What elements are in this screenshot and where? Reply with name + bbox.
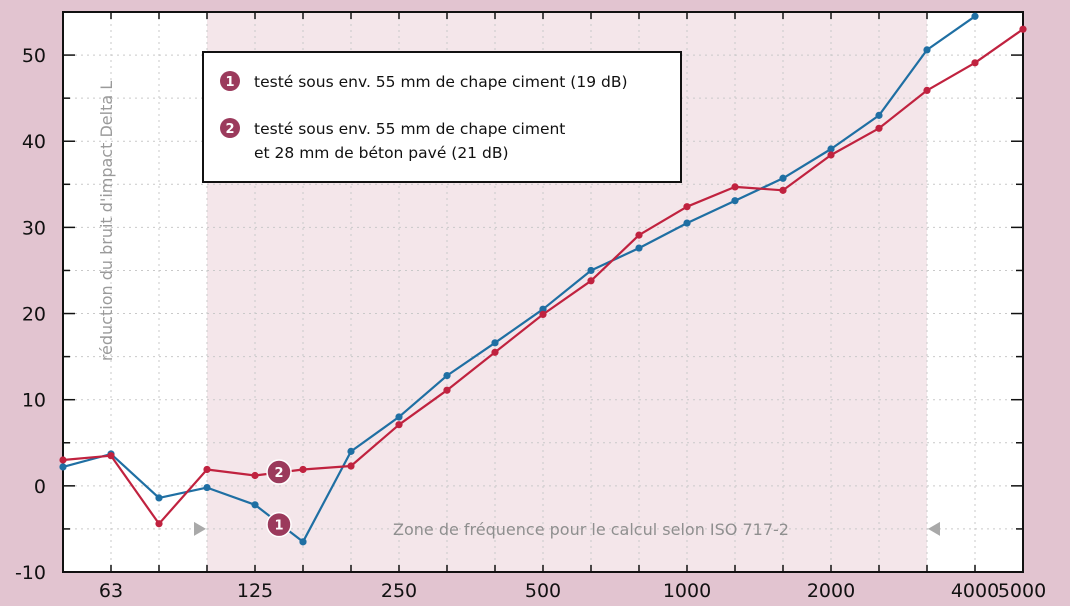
- series-2-point: [827, 151, 835, 159]
- series-2-point: [539, 310, 547, 318]
- y-tick-label: 30: [22, 217, 46, 239]
- legend-badge-2: [220, 118, 240, 138]
- series-2-point: [491, 348, 499, 356]
- axis-ticks: [63, 11, 1023, 573]
- legend-badge-2-text: 2: [225, 122, 234, 137]
- x-tick-label: 500: [525, 580, 561, 602]
- x-tick-label: 2000: [807, 580, 855, 602]
- x-tick-label: 63: [99, 580, 123, 602]
- series-1-point: [539, 305, 547, 313]
- plot-badge-2-text: 2: [274, 466, 283, 481]
- series-1-point: [251, 501, 259, 509]
- series-1-point: [971, 12, 979, 20]
- series-2-point: [731, 183, 739, 191]
- legend-box: [202, 51, 682, 183]
- x-tick-label: 4000: [951, 580, 999, 602]
- series-1-point: [395, 413, 403, 421]
- y-tick-labels: -10 0 10 20 30 40 50: [15, 45, 46, 584]
- series-2-point: [635, 231, 643, 239]
- series-2-point: [155, 520, 163, 528]
- y-tick-label: 50: [22, 45, 46, 67]
- series-1-point: [299, 538, 307, 546]
- legend-entry-1: testé sous env. 55 mm de chape ciment (1…: [254, 73, 628, 91]
- series-2-point: [443, 386, 451, 394]
- series-1-point: [635, 244, 643, 252]
- series-2-point: [347, 462, 355, 470]
- series-2-point: [203, 465, 211, 474]
- series-1-point: [827, 145, 835, 153]
- series: [59, 12, 1027, 546]
- zone-end-marker: [928, 521, 940, 536]
- legend-entry-2-line2: et 28 mm de béton pavé (21 dB): [254, 144, 509, 162]
- series-2-point: [971, 59, 979, 67]
- series-2-point: [587, 277, 595, 285]
- series-1-point: [59, 463, 67, 471]
- y-tick-label: 0: [34, 476, 46, 498]
- series-2-point: [107, 452, 115, 460]
- series-1-point: [683, 219, 691, 227]
- zone-label: Zone de fréquence pour le calcul selon I…: [393, 520, 789, 539]
- series-1-point: [779, 174, 787, 182]
- series-2-point: [923, 86, 931, 94]
- legend-badge-1: [220, 71, 240, 91]
- x-tick-label: 5000: [998, 580, 1046, 602]
- zone-start-marker: [194, 521, 206, 536]
- x-tick-label: 250: [381, 580, 417, 602]
- series-1-point: [923, 46, 931, 54]
- series-1-point: [491, 339, 499, 347]
- series-1-point: [875, 111, 883, 119]
- series-1-line: [62, 15, 976, 543]
- y-axis-label: réduction du bruit d'impact Delta L: [97, 81, 116, 361]
- series-2-point: [59, 456, 67, 464]
- legend-entry-2: testé sous env. 55 mm de chape ciment: [254, 120, 565, 138]
- series-2-point: [1019, 25, 1027, 33]
- y-tick-label: 40: [22, 131, 46, 153]
- series-1-point: [587, 266, 595, 275]
- series-2-point: [251, 471, 259, 480]
- y-tick-label: 20: [22, 304, 46, 326]
- series-1-point: [731, 197, 739, 205]
- series-1-point: [155, 494, 163, 502]
- plot-badge-1: [266, 511, 292, 538]
- series-2-point: [779, 186, 787, 194]
- plot-badge-1-text: 1: [274, 519, 283, 534]
- plot-badge-2: [266, 459, 292, 485]
- series-2-point: [683, 203, 691, 211]
- x-tick-label: 1000: [663, 580, 711, 602]
- series-2-point: [875, 124, 883, 132]
- series-1-point: [203, 483, 211, 492]
- series-1-point: [347, 447, 355, 455]
- series-badges: 12: [266, 459, 292, 538]
- series-2-point: [299, 465, 307, 474]
- legend-badge-1-text: 1: [225, 75, 234, 90]
- y-tick-label: 10: [22, 390, 46, 412]
- x-tick-label: 125: [237, 580, 273, 602]
- series-1-point: [443, 371, 451, 380]
- legend: 1 testé sous env. 55 mm de chape ciment …: [202, 51, 682, 183]
- y-tick-label: -10: [15, 562, 46, 584]
- series-2-point: [395, 421, 403, 429]
